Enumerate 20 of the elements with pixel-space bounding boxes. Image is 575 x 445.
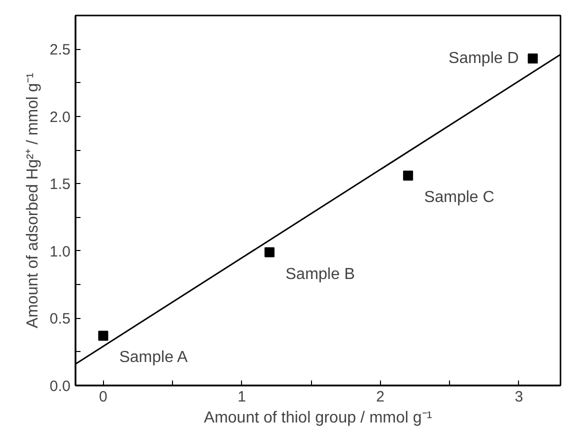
x-axis-title: Amount of thiol group / mmol g⁻¹ xyxy=(204,410,432,426)
y-tick-label: 2.5 xyxy=(50,42,71,59)
y-axis-title: Amount of adsorbed Hg²⁺ / mmol g⁻¹ xyxy=(24,72,42,328)
point xyxy=(528,54,538,64)
annotation: Sample C xyxy=(424,189,494,206)
x-tick-label: 0 xyxy=(99,388,108,406)
x-tick-label: 2 xyxy=(376,388,385,406)
annotation: Sample D xyxy=(448,50,519,68)
point xyxy=(98,330,108,341)
annotation: Sample B xyxy=(286,266,355,283)
point xyxy=(264,247,274,258)
text: 0.0 xyxy=(50,378,71,395)
x-tick-label: 3 xyxy=(514,388,524,406)
x-tick-label: 1 xyxy=(238,388,246,406)
annotation: Sample A xyxy=(119,349,188,366)
point xyxy=(403,170,414,181)
y-tick-label: 1.5 xyxy=(50,176,71,194)
y-tick-label: 2.0 xyxy=(50,108,71,126)
y-tick-label: 0.5 xyxy=(50,310,71,328)
y-tick-label: 1.0 xyxy=(50,243,71,260)
